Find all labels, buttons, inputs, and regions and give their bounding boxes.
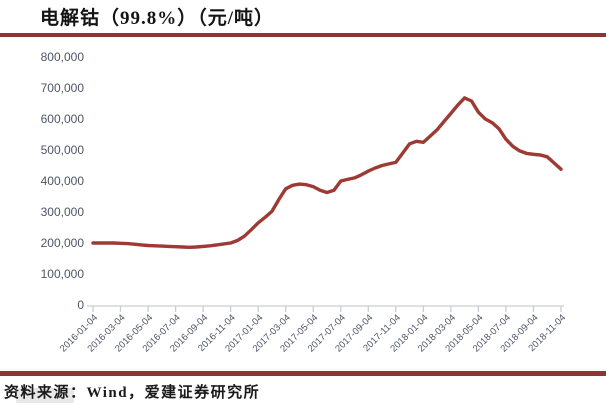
y-tick-label: 200,000 — [41, 236, 85, 250]
watermark — [16, 388, 74, 403]
y-tick-label: 600,000 — [41, 112, 85, 126]
bottom-divider-rule — [0, 371, 606, 376]
y-axis-labels: 800,000 700,000 600,000 500,000 400,000 300,0… — [41, 50, 85, 312]
y-tick-label: 500,000 — [41, 143, 85, 157]
data-source-caption: 资料来源：Wind，爱建证券研究所 — [4, 385, 261, 401]
top-divider-rule — [0, 33, 606, 37]
x-axis — [87, 305, 564, 312]
price-line-chart: 800,000 700,000 600,000 500,000 400,000 300,0… — [41, 50, 569, 354]
x-axis-labels: 2016-01-042016-03-042016-05-042016-07-04… — [58, 312, 568, 354]
y-tick-label: 100,000 — [41, 267, 85, 281]
y-tick-label: 700,000 — [41, 81, 85, 95]
y-tick-label: 800,000 — [41, 50, 85, 64]
y-tick-label: 300,000 — [41, 205, 85, 219]
chart-title: 电解钴（99.8%）（元/吨） — [40, 8, 275, 29]
y-tick-label: 0 — [77, 298, 84, 312]
price-line-series — [91, 96, 563, 250]
y-tick-label: 400,000 — [41, 174, 85, 188]
